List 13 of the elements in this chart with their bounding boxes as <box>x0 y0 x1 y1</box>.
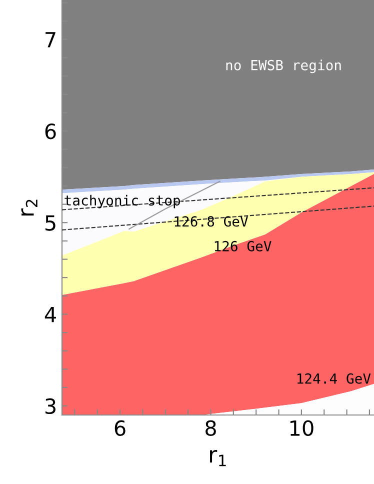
x-tick-label: 10 <box>290 420 314 436</box>
x-axis-title: r$_{1}$ <box>210 450 226 466</box>
annotation: 126.8 GeV <box>174 216 248 227</box>
y-tick-label: 3 <box>45 398 56 414</box>
y-tick-label: 6 <box>45 123 56 140</box>
y-tick-label: 7 <box>46 32 56 48</box>
y-axis-title: r$_{2}$ <box>21 200 38 216</box>
y-tick-label: 5 <box>45 215 56 231</box>
y-tick-label: 4 <box>44 306 56 322</box>
x-tick-label: 6 <box>114 420 126 436</box>
x-tick-label: 8 <box>206 420 216 436</box>
annotation: 124.4 GeV <box>297 373 371 384</box>
annotation: no EWSB region <box>226 60 341 74</box>
